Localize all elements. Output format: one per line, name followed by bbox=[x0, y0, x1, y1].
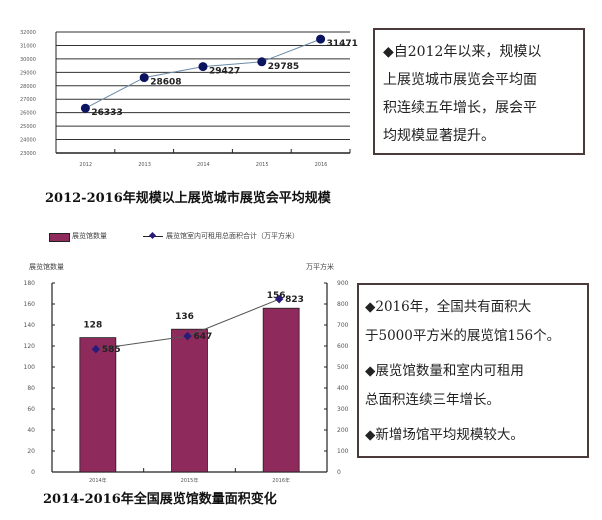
bottom-note-line: ◆展览馆数量和室内可租用 bbox=[365, 363, 524, 379]
bottom-note-line: 于5000平方米的展览馆156个。 bbox=[365, 328, 561, 344]
top-chart-title: 2012-2016年规模以上展览城市展览会平均规模 bbox=[45, 191, 331, 206]
y-tick-label: 23000 bbox=[20, 151, 36, 157]
bottom-note-line: ◆新增场馆平均规模较大。 bbox=[365, 427, 524, 443]
bottom-chart-title: 2014-2016年全国展览馆数量面积变化 bbox=[43, 492, 277, 507]
bar-label: 156 bbox=[267, 291, 286, 301]
right-tick-label: 900 bbox=[337, 280, 349, 287]
right-tick-label: 700 bbox=[337, 322, 349, 329]
top-note-line: 上展览城市展览会平均面 bbox=[383, 72, 537, 88]
x-tick-label: 2016年 bbox=[272, 477, 290, 484]
y-tick-label: 31000 bbox=[20, 43, 36, 49]
left-tick-label: 180 bbox=[24, 280, 36, 287]
y-tick-label: 24000 bbox=[20, 138, 36, 144]
legend-bar-swatch bbox=[49, 233, 70, 242]
x-tick-label: 2013 bbox=[138, 162, 151, 168]
bottom-legend: 展览馆数量 展览馆室内可租用总面积合计（万平方米） bbox=[0, 228, 350, 248]
right-tick-label: 0 bbox=[337, 469, 341, 476]
line-label: 647 bbox=[194, 332, 213, 342]
right-tick-label: 300 bbox=[337, 406, 349, 413]
left-axis-title: 展览馆数量 bbox=[29, 263, 64, 271]
line-marker bbox=[274, 294, 284, 304]
right-tick-label: 400 bbox=[337, 385, 349, 392]
data-line bbox=[85, 38, 321, 109]
legend-line-label: 展览馆室内可租用总面积合计（万平方米） bbox=[166, 232, 299, 240]
y-tick-label: 27000 bbox=[20, 97, 36, 103]
data-point bbox=[198, 62, 208, 72]
data-point bbox=[316, 34, 326, 44]
x-tick-label: 2012 bbox=[79, 162, 92, 168]
legend-bar-label: 展览馆数量 bbox=[72, 232, 107, 240]
bottom-chart-svg: 1801601401201008060402009008007006005004… bbox=[24, 280, 349, 484]
data-label: 26333 bbox=[91, 108, 122, 118]
bottom-note-line: 总面积连续三年增长。 bbox=[365, 392, 500, 408]
data-label: 29427 bbox=[209, 67, 240, 77]
y-tick-label: 29000 bbox=[20, 70, 36, 76]
bottom-note-box: ◆2016年，全国共有面积大 于5000平方米的展览馆156个。 ◆展览馆数量和… bbox=[357, 283, 589, 458]
left-tick-label: 60 bbox=[27, 406, 35, 413]
bar bbox=[171, 328, 208, 473]
x-tick-label: 2014年 bbox=[89, 477, 107, 484]
top-note-line: 均规模显著提升。 bbox=[383, 128, 495, 144]
right-tick-label: 200 bbox=[337, 427, 349, 434]
data-point bbox=[139, 73, 149, 83]
bottom-combo-chart: 180 160 140 120 100 80 60 40 20 0 900 800 700 600 500 4… bbox=[0, 270, 360, 485]
line-label: 823 bbox=[285, 295, 304, 305]
bar-label: 128 bbox=[83, 321, 102, 331]
data-label: 31471 bbox=[327, 39, 358, 49]
right-tick-label: 600 bbox=[337, 343, 349, 350]
top-note-box: ◆自2012年以来，规模以 上展览城市展览会平均面 积连续五年增长，展会平 均规… bbox=[373, 28, 585, 155]
x-tick-label: 2016 bbox=[315, 162, 328, 168]
right-axis-title: 万平方米 bbox=[306, 263, 334, 271]
line-label: 585 bbox=[102, 345, 121, 355]
left-tick-label: 140 bbox=[24, 322, 36, 329]
x-tick-label: 2014 bbox=[197, 162, 210, 168]
top-line-chart: 32000 31000 30000 29000 28000 27000 26000 25000… bbox=[0, 0, 360, 170]
left-tick-label: 0 bbox=[31, 469, 35, 476]
bar bbox=[262, 307, 300, 473]
top-note-line: ◆自2012年以来，规模以 bbox=[383, 44, 542, 60]
data-point bbox=[80, 103, 90, 113]
left-tick-label: 20 bbox=[27, 448, 35, 455]
y-tick-label: 25000 bbox=[20, 124, 36, 130]
legend-line-marker bbox=[148, 231, 157, 240]
top-chart-svg: 32000 31000 30000 29000 28000 27000 26000 25000… bbox=[20, 30, 358, 168]
x-tick-label: 2015 bbox=[256, 162, 269, 168]
right-tick-label: 800 bbox=[337, 301, 349, 308]
left-tick-label: 120 bbox=[24, 343, 36, 350]
data-label: 29785 bbox=[268, 62, 299, 72]
bar-label: 136 bbox=[175, 312, 194, 322]
right-tick-label: 100 bbox=[337, 448, 349, 455]
bottom-note-line: ◆2016年，全国共有面积大 bbox=[365, 299, 532, 315]
left-tick-label: 40 bbox=[27, 427, 35, 434]
data-label: 28608 bbox=[150, 78, 181, 88]
top-note-line: 积连续五年增长，展会平 bbox=[383, 100, 537, 116]
left-tick-label: 160 bbox=[24, 301, 36, 308]
left-tick-label: 100 bbox=[24, 364, 36, 371]
left-tick-label: 80 bbox=[27, 385, 35, 392]
bar bbox=[79, 337, 117, 473]
data-point bbox=[257, 57, 267, 67]
y-tick-label: 32000 bbox=[20, 30, 36, 36]
y-tick-label: 28000 bbox=[20, 84, 36, 90]
right-tick-label: 500 bbox=[337, 364, 349, 371]
y-tick-label: 26000 bbox=[20, 111, 36, 117]
y-tick-label: 30000 bbox=[20, 57, 36, 63]
x-tick-label: 2015年 bbox=[181, 477, 199, 484]
